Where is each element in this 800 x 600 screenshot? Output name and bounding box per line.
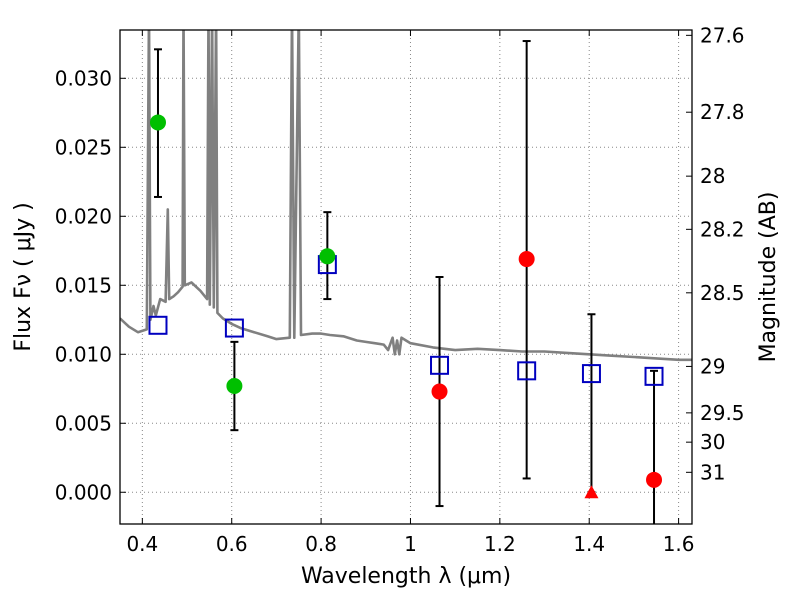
x-tick-label: 1.6 <box>663 532 695 556</box>
error-bars <box>153 40 659 524</box>
nir-point <box>646 471 663 488</box>
model-photometry-square <box>581 364 601 384</box>
axis-ticks: 0.4 0.6 0.8 1 1.2 1.4 1.6 0.000 0.005 0.010 0.015 0… <box>55 23 745 556</box>
model-photometry-square <box>430 355 450 375</box>
model-spectrum <box>120 30 692 362</box>
x-tick-label: 1.2 <box>484 532 516 556</box>
nir-point <box>518 251 535 268</box>
magnitude-tick-label: 29.5 <box>700 401 745 425</box>
magnitude-tick-label: 28.5 <box>700 281 745 305</box>
y-tick-label: 0.000 <box>55 480 112 504</box>
spectrum-line <box>120 30 692 362</box>
y2-axis-label: Magnitude (AB) <box>756 192 781 363</box>
model-photometry-square <box>644 366 664 386</box>
model-photometry-square <box>224 318 244 338</box>
detection-point <box>149 114 166 131</box>
grid-lines <box>120 30 692 524</box>
y-tick-label: 0.010 <box>55 342 112 366</box>
nir-point <box>431 383 448 400</box>
magnitude-tick-label: 31 <box>700 460 725 484</box>
y-tick-label: 0.030 <box>55 66 112 90</box>
model-photometry-square <box>148 315 168 335</box>
plot-frame <box>119 29 693 525</box>
magnitude-tick-label: 27.6 <box>700 23 745 47</box>
y-axis-label: Flux Fν ( μJy ) <box>11 202 36 351</box>
magnitude-tick-label: 27.8 <box>700 100 745 124</box>
data-points <box>148 114 664 499</box>
y-tick-label: 0.025 <box>55 135 112 159</box>
y-tick-label: 0.015 <box>55 273 112 297</box>
x-tick-label: 0.4 <box>126 532 158 556</box>
x-tick-label: 0.6 <box>216 532 248 556</box>
detection-point <box>319 248 336 265</box>
x-tick-label: 0.8 <box>305 532 337 556</box>
model-photometry-square <box>517 361 537 381</box>
x-axis-label: Wavelength λ (μm) <box>301 564 511 589</box>
magnitude-tick-label: 29 <box>700 354 725 378</box>
magnitude-tick-label: 28.2 <box>700 217 745 241</box>
y-tick-label: 0.020 <box>55 204 112 228</box>
detection-point <box>226 378 243 395</box>
magnitude-tick-label: 28 <box>700 164 725 188</box>
x-tick-label: 1 <box>404 532 417 556</box>
upper-limit-triangle <box>584 485 599 499</box>
magnitude-tick-label: 30 <box>700 430 725 454</box>
x-tick-label: 1.4 <box>573 532 605 556</box>
y-tick-label: 0.005 <box>55 411 112 435</box>
